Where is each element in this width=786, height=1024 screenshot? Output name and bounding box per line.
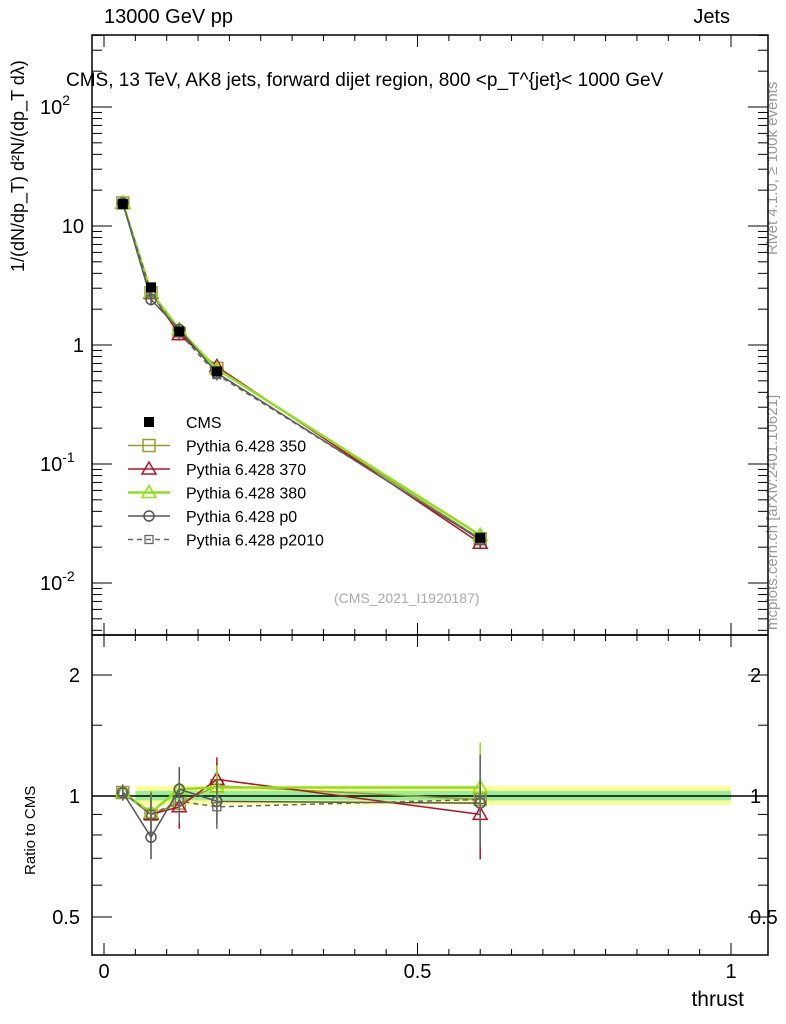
ratio-tick-label: 0.5	[750, 907, 778, 929]
legend-label: Pythia 6.428 p2010	[186, 533, 324, 550]
header-right: Jets	[693, 6, 730, 28]
cms-data-point	[475, 532, 486, 543]
legend-marker	[144, 534, 154, 545]
legend-marker	[142, 438, 156, 453]
legend-label: Pythia 6.428 350	[186, 439, 306, 456]
x-tick-label: 0.5	[404, 961, 432, 983]
cms-data-point	[146, 282, 157, 293]
legend-marker	[143, 510, 155, 522]
x-axis-label: thrust	[691, 988, 744, 1011]
y-tick-label: 10-2	[40, 568, 75, 595]
legend-marker-cms	[144, 417, 154, 427]
watermark: (CMS_2021_I1920187)	[334, 590, 480, 606]
legend-marker	[140, 460, 158, 475]
ratio-tick-label: 0.5	[52, 907, 80, 929]
ratio-data-point	[212, 802, 222, 812]
ratio-data-point	[174, 796, 184, 806]
header-left: 13000 GeV pp	[104, 6, 233, 28]
x-tick-label: 0	[98, 961, 109, 983]
legend-label: Pythia 6.428 380	[186, 486, 306, 503]
y-tick-label: 10	[62, 216, 84, 238]
ratio-data-point	[475, 794, 485, 805]
ratio-data-point	[118, 787, 128, 798]
y-tick-label: 10-1	[40, 449, 75, 476]
legend-label: Pythia 6.428 p0	[186, 509, 297, 526]
cms-data-point	[211, 366, 222, 377]
legend-label-cms: CMS	[186, 415, 222, 432]
legend-label: Pythia 6.428 370	[186, 462, 306, 479]
y-tick-label: 102	[40, 92, 70, 119]
ratio-tick-label: 1	[69, 786, 80, 808]
ratio-data-point	[146, 809, 156, 820]
ratio-frame	[91, 634, 769, 956]
plot-title: CMS, 13 TeV, AK8 jets, forward dijet reg…	[66, 70, 664, 91]
y-tick-label: 1	[73, 335, 84, 357]
ratio-tick-label: 2	[69, 665, 80, 687]
ratio-tick-label: 1	[750, 786, 761, 808]
x-tick-label: 1	[725, 961, 736, 983]
cms-data-point	[117, 199, 128, 210]
ratio-tick-label: 2	[750, 665, 761, 687]
legend-marker	[140, 484, 158, 499]
cms-data-point	[174, 326, 185, 337]
